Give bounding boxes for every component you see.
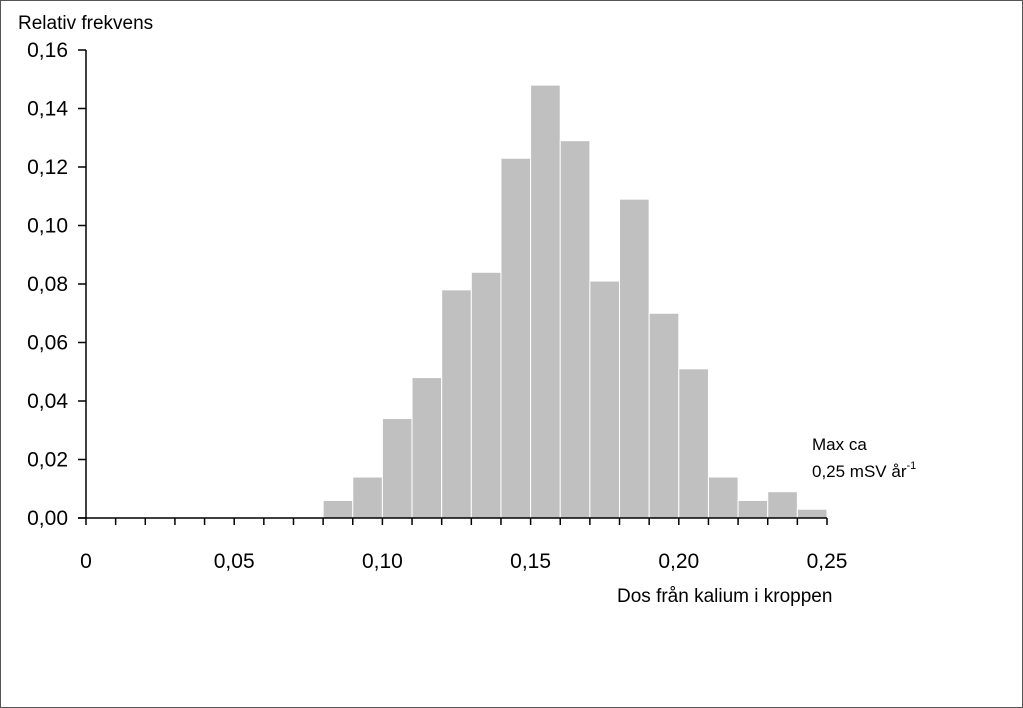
max-annotation-line1: Max ca: [812, 435, 867, 454]
histogram-bar: [530, 84, 561, 519]
histogram-bar: [796, 508, 828, 519]
y-tick-label: 0,08: [27, 273, 68, 296]
max-annotation-value: 0,25 mSV år: [812, 462, 907, 481]
x-ticks-group: 0 0,05 0,10 0,15 0,20 0,25: [80, 518, 847, 573]
y-tick-label: 0,12: [27, 156, 68, 179]
histogram-bar: [619, 198, 650, 519]
x-tick-label: 0: [80, 550, 92, 573]
histogram-bar: [707, 476, 739, 519]
y-tick-label: 0,00: [27, 507, 68, 530]
y-tick-label: 0,16: [27, 39, 68, 62]
histogram-bar: [381, 418, 413, 519]
y-tick-label: 0,02: [27, 449, 68, 472]
x-tick-label: 0,15: [510, 550, 551, 573]
histogram-bar: [500, 157, 532, 519]
histogram-bar: [441, 289, 472, 519]
max-annotation-superscript: -1: [907, 460, 917, 472]
y-ticks-group: 0,00 0,02 0,04 0,06 0,08 0,10 0,12 0,14 0,16: [27, 39, 86, 530]
y-tick-label: 0,14: [27, 98, 68, 121]
histogram-bar: [648, 312, 680, 519]
histogram-bar: [737, 499, 769, 519]
x-axis-title: Dos från kalium i kroppen: [617, 586, 832, 607]
y-tick-label: 0,06: [27, 332, 68, 355]
max-annotation-line2: 0,25 mSV år-1: [812, 460, 916, 481]
histogram-bar: [678, 368, 709, 519]
x-tick-label: 0,05: [214, 550, 255, 573]
bars-group: [322, 84, 828, 519]
histogram-bar: [411, 377, 443, 519]
y-tick-label: 0,04: [27, 390, 68, 413]
histogram-bar: [767, 491, 798, 519]
histogram-bar: [589, 280, 621, 519]
x-tick-label: 0,10: [362, 550, 403, 573]
x-tick-label: 0,20: [658, 550, 699, 573]
y-axis-title: Relativ frekvens: [18, 13, 153, 34]
histogram-bar: [322, 499, 354, 519]
histogram-bar: [352, 476, 383, 519]
histogram-bar: [559, 140, 591, 519]
histogram-bar: [470, 271, 502, 519]
y-tick-label: 0,10: [27, 215, 68, 238]
x-tick-label: 0,25: [807, 550, 848, 573]
